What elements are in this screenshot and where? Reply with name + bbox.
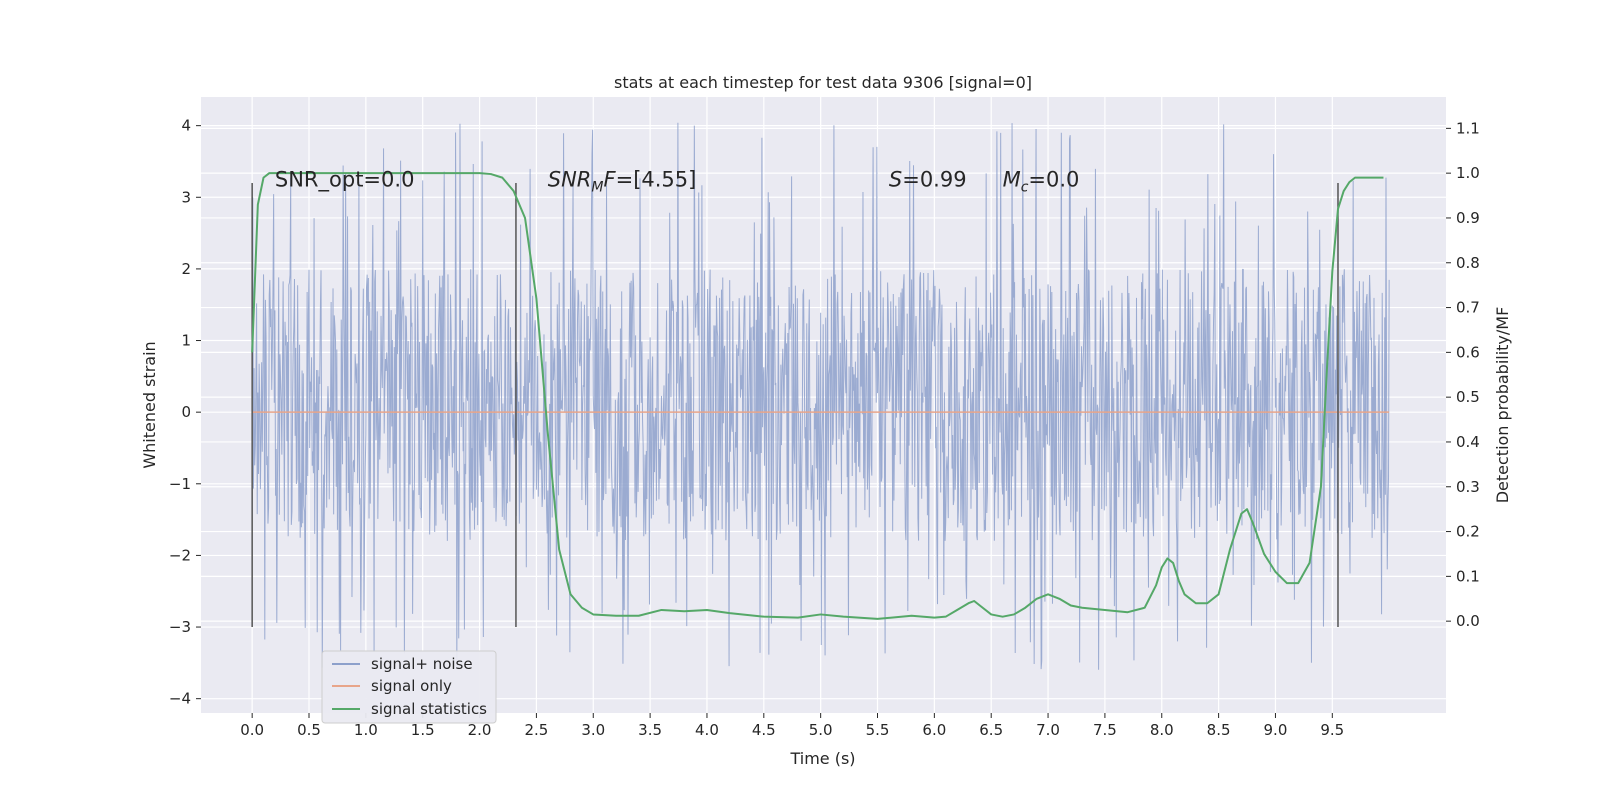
x-tick-label: 1.0 — [354, 721, 378, 739]
y2-tick-label: 0.4 — [1456, 433, 1480, 451]
legend: signal+ noise signal only signal statist… — [321, 650, 497, 724]
legend-label-signal-statistics: signal statistics — [371, 700, 487, 718]
annotation-s-value: S=0.99 — [889, 168, 967, 192]
x-tick-label: 3.5 — [638, 721, 662, 739]
y2-tick-label: 0.8 — [1456, 254, 1480, 272]
x-tick-label: 2.5 — [524, 721, 548, 739]
y-tick-label: −4 — [169, 690, 191, 708]
y2-tick-label: 0.1 — [1456, 567, 1480, 585]
y-axis-label: Whitened strain — [140, 341, 159, 468]
x-tick-label: 2.0 — [468, 721, 492, 739]
y2-tick-label: 0.0 — [1456, 612, 1480, 630]
y-tick-label: 4 — [181, 117, 191, 135]
chart-title: stats at each timestep for test data 930… — [614, 73, 1032, 92]
x-tick-label: 0.5 — [297, 721, 321, 739]
x-tick-label: 6.0 — [922, 721, 946, 739]
y2-tick-label: 1.0 — [1456, 164, 1480, 182]
y2-tick-label: 0.2 — [1456, 523, 1480, 541]
y2-axis-label: Detection probability/MF — [1493, 307, 1512, 504]
x-tick-label: 4.0 — [695, 721, 719, 739]
x-tick-label: 3.0 — [581, 721, 605, 739]
x-tick-label: 9.0 — [1264, 721, 1288, 739]
x-axis-label: Time (s) — [789, 749, 855, 768]
x-tick-label: 5.5 — [866, 721, 890, 739]
x-ticks: 0.0 0.5 1.0 1.5 2.0 2.5 3.0 3.5 4.0 4.5 5.0 5.5 6.0 6… — [240, 713, 1344, 739]
y2-ticks: 1.1 1.0 0.9 0.8 0.7 0.6 0.5 0.4 0.3 0.2 0.1 0.0 — [1446, 119, 1480, 630]
y-tick-label: −2 — [169, 546, 191, 564]
y-ticks: 4 3 2 1 0 −1 −2 −3 −4 — [169, 117, 201, 708]
x-tick-label: 6.5 — [979, 721, 1003, 739]
annotations: SNR_opt=0.0 SNRMF=[4.55] S=0.99 Mc=0.0 — [275, 168, 1079, 196]
x-tick-label: 8.0 — [1150, 721, 1174, 739]
signal-statistics-line — [251, 172, 1384, 620]
signal-noise-line — [251, 122, 1390, 670]
y2-tick-label: 0.3 — [1456, 478, 1480, 496]
signal-statistics-series — [251, 172, 1384, 620]
y2-tick-label: 0.5 — [1456, 388, 1480, 406]
y-tick-label: −1 — [169, 475, 191, 493]
x-tick-label: 8.5 — [1207, 721, 1231, 739]
annotation-snr-mf: SNRMF=[4.55] — [548, 168, 697, 196]
y-tick-label: 0 — [181, 403, 191, 421]
y2-tick-label: 0.9 — [1456, 209, 1480, 227]
x-tick-label: 7.0 — [1036, 721, 1060, 739]
x-tick-label: 7.5 — [1093, 721, 1117, 739]
x-tick-label: 5.0 — [809, 721, 833, 739]
y-tick-label: 1 — [181, 332, 191, 350]
y-tick-label: 3 — [181, 188, 191, 206]
x-tick-label: 0.0 — [240, 721, 264, 739]
vertical-markers — [251, 182, 1339, 628]
y2-tick-label: 0.7 — [1456, 299, 1480, 317]
x-tick-label: 9.5 — [1320, 721, 1344, 739]
x-tick-label: 1.5 — [411, 721, 435, 739]
y2-tick-label: 1.1 — [1456, 119, 1480, 137]
annotation-mc-value: Mc=0.0 — [1003, 168, 1080, 196]
legend-label-signal-only: signal only — [371, 677, 452, 695]
legend-box — [321, 650, 497, 724]
signal-plus-noise-series — [251, 122, 1390, 670]
y-tick-label: −3 — [169, 618, 191, 636]
y2-tick-label: 0.6 — [1456, 343, 1480, 361]
annotation-snr-opt: SNR_opt=0.0 — [275, 168, 415, 193]
y-tick-label: 2 — [181, 260, 191, 278]
x-tick-label: 4.5 — [752, 721, 776, 739]
legend-label-signal-noise: signal+ noise — [371, 655, 473, 673]
